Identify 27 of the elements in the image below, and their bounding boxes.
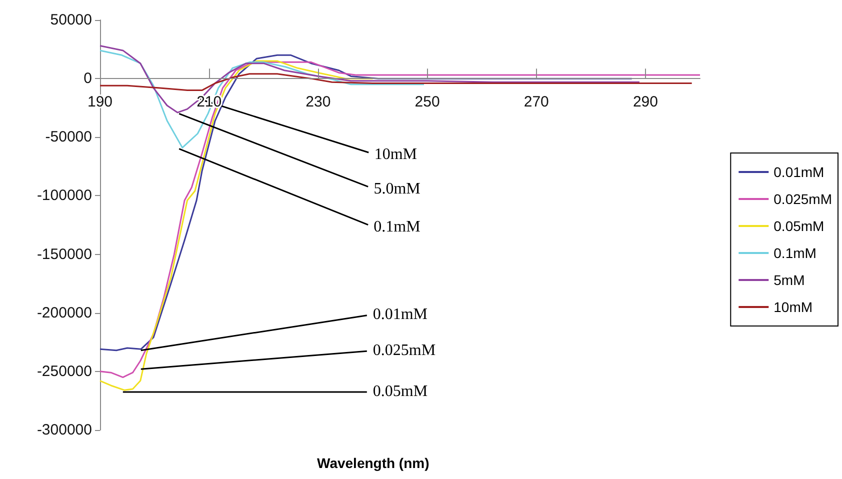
y-tick-label: -100000 (36, 187, 92, 204)
x-tick-label: 190 (87, 94, 113, 111)
annotation: 0.025mM (372, 342, 436, 360)
annotation: 5.0mM (374, 180, 420, 198)
y-tick-label: -300000 (36, 422, 92, 438)
legend-label: 0.1mM (774, 245, 816, 261)
legend-label: 5mM (774, 272, 805, 288)
x-tick-label: 270 (524, 94, 549, 111)
y-tick-label: -50000 (45, 128, 92, 146)
x-axis-title: Wavelength (nm) (317, 455, 430, 471)
y-tick-label: -200000 (36, 304, 92, 322)
legend-label: 0.01mM (774, 164, 824, 180)
line-series (99, 73, 693, 92)
y-tick-label: 0 (84, 70, 92, 88)
annotation: 0.01mM (372, 306, 428, 323)
y-tick-label: -150000 (36, 246, 92, 263)
x-tick-label: 230 (306, 94, 331, 111)
annotation: 0.1mM (374, 218, 420, 236)
annotation: 10mM (374, 146, 418, 163)
x-tick-label: 290 (632, 94, 658, 111)
y-tick-label: -250000 (36, 362, 92, 380)
legend-label: 0.05mM (774, 218, 824, 234)
x-tick-label: 250 (414, 94, 440, 111)
y-tick-label: 50000 (50, 12, 92, 28)
legend-label: 0.025mM (774, 191, 832, 207)
legend-label: 10mM (774, 299, 813, 315)
annotation: 0.05mM (372, 382, 428, 400)
